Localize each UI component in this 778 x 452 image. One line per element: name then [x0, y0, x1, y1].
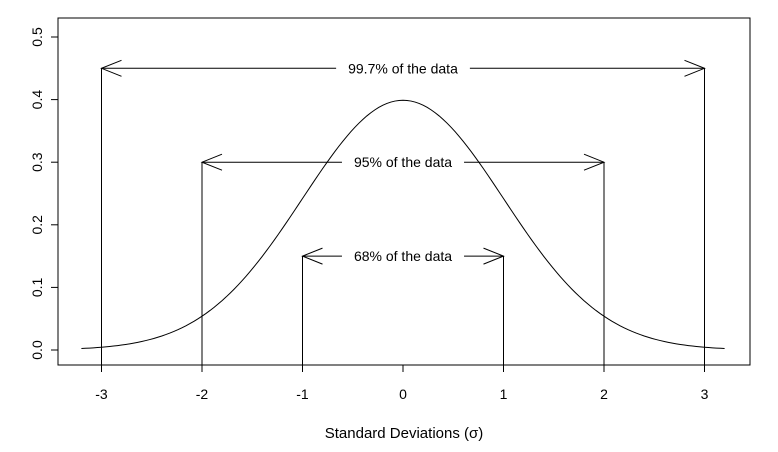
- x-tick-label: 2: [600, 386, 608, 402]
- x-axis-label: Standard Deviations (σ): [325, 425, 484, 442]
- y-tick-label: 0.5: [29, 27, 45, 47]
- x-tick-label: 3: [701, 386, 709, 402]
- right-arrowhead: [684, 59, 706, 77]
- range-annotation: 68% of the data: [301, 247, 505, 365]
- left-arrowhead: [100, 59, 122, 77]
- right-arrowhead: [483, 247, 505, 265]
- x-axis: -3 -2 -1 0 1 2 3: [95, 364, 709, 402]
- x-tick-label: 1: [500, 386, 508, 402]
- range-annotation: 95% of the data: [200, 153, 606, 365]
- density-curve: [81, 99, 725, 350]
- x-tick-label: -2: [196, 386, 209, 402]
- y-tick-label: 0.1: [29, 277, 45, 297]
- x-tick-label: -1: [296, 386, 309, 402]
- y-tick-label: 0.4: [29, 90, 45, 110]
- range-annotation: 99.7% of the data: [100, 59, 706, 365]
- y-tick-label: 0.3: [29, 152, 45, 172]
- y-axis: 0.0 0.1 0.2 0.3 0.4 0.5: [29, 27, 59, 360]
- left-arrowhead: [301, 247, 323, 265]
- y-tick-label: 0.0: [29, 340, 45, 360]
- range-annotation-label: 95% of the data: [354, 154, 452, 170]
- x-tick-label: 0: [399, 386, 407, 402]
- x-tick-label: -3: [95, 386, 108, 402]
- range-annotation-label: 68% of the data: [354, 248, 452, 264]
- range-annotation-label: 99.7% of the data: [348, 60, 458, 76]
- y-tick-label: 0.2: [29, 215, 45, 235]
- right-arrowhead: [583, 153, 606, 171]
- left-arrowhead: [200, 153, 223, 171]
